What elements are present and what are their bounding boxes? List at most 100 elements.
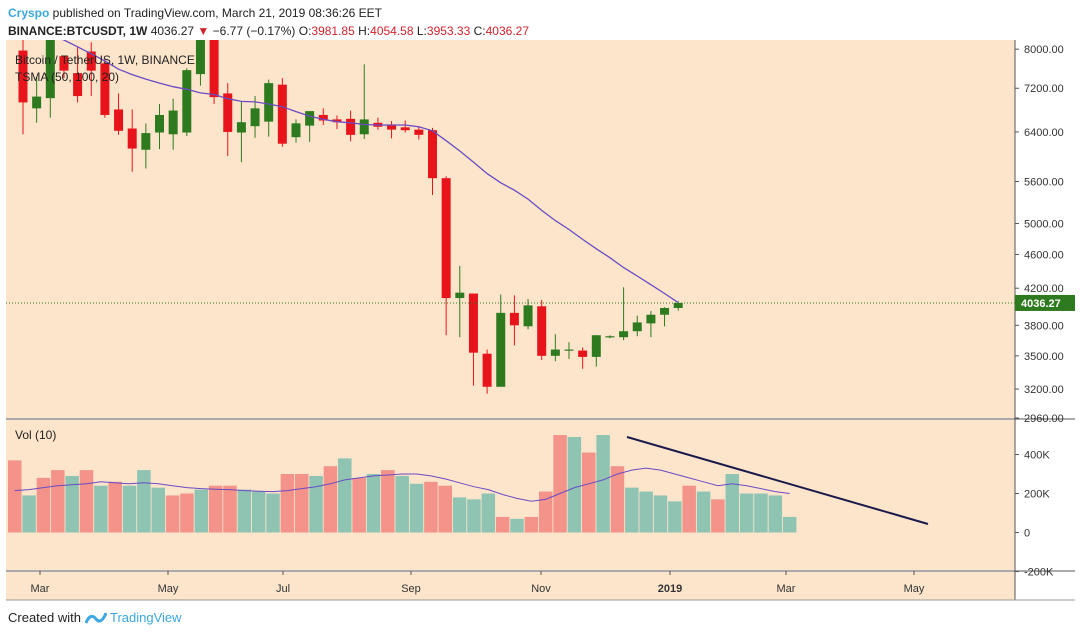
tradingview-logo-icon <box>84 611 107 624</box>
chart-header: Cryspo published on TradingView.com, Mar… <box>8 4 1068 40</box>
legend-volume: Vol (10) <box>15 428 56 442</box>
volume-bar <box>338 458 352 533</box>
publish-info: published on TradingView.com, March 21, … <box>49 6 382 20</box>
volume-bar <box>510 518 524 533</box>
candle-body <box>223 93 233 132</box>
volume-bar <box>395 475 409 533</box>
volume-bar <box>553 435 567 533</box>
candle-body <box>86 51 96 71</box>
time-axis[interactable] <box>6 572 1015 600</box>
ohlc-line: BINANCE:BTCUSDT, 1W 4036.27 ▼ −6.77 (−0.… <box>8 22 1068 40</box>
time-tick-label: Nov <box>531 583 551 595</box>
volume-bar <box>122 485 137 533</box>
candle-body <box>59 56 69 71</box>
close-value: 4036.27 <box>485 24 530 38</box>
last-price-tag <box>1015 294 1075 311</box>
candle-body <box>250 108 260 127</box>
legend-title: Bitcoin / TetherUS, 1W, BINANCE <box>15 53 195 67</box>
candle-body <box>32 96 42 109</box>
volume-bar <box>79 470 94 533</box>
price-chart[interactable]: 8000.00 7200.00 6400.00 5600.00 5000.00 4600.… <box>0 40 1083 606</box>
price-tick-label: 3800.00 <box>1024 320 1064 332</box>
candle-body <box>509 312 519 326</box>
price-tick-label: 4200.00 <box>1024 283 1064 295</box>
price-change: −6.77 (−0.17%) <box>212 24 296 38</box>
volume-bar <box>782 516 797 533</box>
volume-bar <box>739 493 754 533</box>
candle-body <box>359 119 369 135</box>
volume-bar <box>653 495 668 533</box>
volume-bar <box>409 483 424 533</box>
publish-line: Cryspo published on TradingView.com, Mar… <box>8 4 1068 22</box>
volume-bar <box>165 495 180 533</box>
volume-bar <box>22 495 36 533</box>
volume-bars <box>8 435 797 533</box>
candle-body <box>332 119 342 123</box>
candle-body <box>537 306 547 356</box>
volume-bar <box>223 485 237 533</box>
price-tick-label: 3200.00 <box>1024 384 1064 396</box>
volume-bar <box>582 452 596 533</box>
price-tick-label: 3500.00 <box>1024 351 1064 363</box>
volume-pane[interactable] <box>6 420 1015 570</box>
down-arrow-icon: ▼ <box>197 24 210 38</box>
open-value: 3981.85 <box>311 24 355 38</box>
volume-bar <box>295 474 309 533</box>
price-tick-label: 5000.00 <box>1024 219 1064 231</box>
volume-tick-label: -200K <box>1024 567 1054 579</box>
candle-body <box>100 63 110 115</box>
candle-body <box>114 109 124 131</box>
symbol-label: BINANCE:BTCUSDT, 1W <box>8 24 148 38</box>
candle-body <box>168 110 178 135</box>
last-price-tag-text: 4036.27 <box>1021 298 1061 310</box>
volume-tick-label: 0 <box>1024 528 1030 540</box>
footer: Created with TradingView <box>8 610 182 625</box>
volume-bar <box>625 487 639 533</box>
candle-body <box>523 305 533 327</box>
volume-bar <box>668 501 682 533</box>
volume-bar <box>309 475 323 533</box>
author-link[interactable]: Cryspo <box>8 6 50 20</box>
candle-body <box>428 130 437 179</box>
candle-body <box>646 314 656 324</box>
volume-bar <box>381 470 395 533</box>
volume-bar <box>94 485 108 533</box>
candle-body <box>346 118 356 135</box>
candle-body <box>632 322 642 332</box>
candle-body <box>468 293 478 353</box>
candle-body <box>182 70 192 133</box>
candle-body <box>482 353 492 387</box>
candle-body <box>45 40 55 99</box>
price-pane[interactable] <box>6 40 1015 418</box>
volume-bar <box>639 491 653 533</box>
volume-bar <box>768 495 783 533</box>
volume-bar <box>251 491 266 533</box>
price-axis-ticks: 8000.00 7200.00 6400.00 5600.00 5000.00 4600.… <box>1015 44 1064 425</box>
candle-body <box>605 336 615 338</box>
volume-bar <box>65 475 79 533</box>
created-with-label: Created with <box>8 610 81 625</box>
candle-body <box>195 40 205 75</box>
volume-bar <box>8 460 22 533</box>
candle-body <box>291 123 301 138</box>
volume-bar <box>237 489 252 533</box>
volume-bar <box>596 435 610 533</box>
candle-body <box>236 122 246 133</box>
price-tick-label: 6400.00 <box>1024 127 1064 139</box>
volume-bar <box>524 516 539 533</box>
time-tick-label: May <box>904 583 925 595</box>
volume-bar <box>108 481 122 533</box>
volume-bar <box>208 485 223 533</box>
volume-bar <box>696 491 711 533</box>
candle-body <box>496 312 506 387</box>
volume-bar <box>151 487 165 533</box>
volume-tick-label: 400K <box>1024 450 1050 462</box>
price-tick-label: 7200.00 <box>1024 83 1064 95</box>
tradingview-brand: TradingView <box>109 610 182 625</box>
volume-bar <box>280 474 295 533</box>
close-label: C: <box>473 24 486 38</box>
price-tick-label: 4600.00 <box>1024 249 1064 261</box>
volume-bar <box>682 485 696 533</box>
low-label: L: <box>416 24 427 38</box>
tradingview-link[interactable]: TradingView <box>84 610 182 625</box>
